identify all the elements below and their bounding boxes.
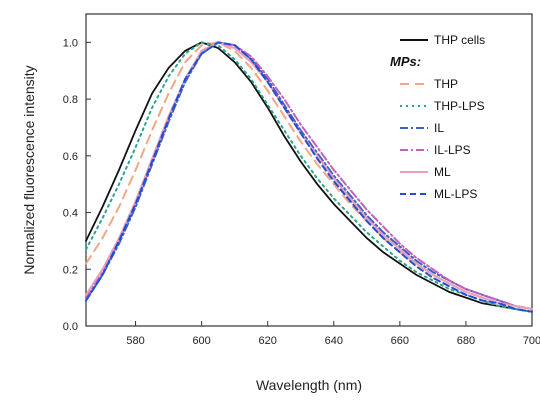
y-tick-label: 1.0 <box>63 37 78 49</box>
y-tick-label: 0.0 <box>63 321 78 333</box>
series-line-ml-lps <box>85 41 533 313</box>
series-line-thp-cells <box>85 41 533 313</box>
plot-area <box>85 13 533 327</box>
legend-label: THP-LPS <box>434 99 485 113</box>
x-tick-label: 700 <box>523 335 540 347</box>
series-line-thp-lps <box>85 41 533 313</box>
x-tick-label: 600 <box>192 335 210 347</box>
series-line-ml <box>85 41 533 310</box>
x-tick-label: 580 <box>126 335 144 347</box>
series-line-il <box>85 41 533 310</box>
x-axis-label: Wavelength (nm) <box>256 377 362 393</box>
y-tick-label: 0.8 <box>63 94 78 106</box>
legend-label: THP cells <box>434 33 485 47</box>
x-tick-label: 620 <box>259 335 277 347</box>
x-tick-label: 680 <box>457 335 475 347</box>
legend-group-title: MPs: <box>390 54 421 69</box>
legend: THP cells MPs: THP THP-LPS IL IL-LPS ML ML-LPS <box>390 33 485 201</box>
series-lines <box>85 41 533 313</box>
y-tick-label: 0.6 <box>63 151 78 163</box>
axis-ticks: 580 600 620 640 660 680 700 0.0 0.2 0.4 0.6 0.8 1.0 <box>63 37 540 347</box>
legend-label: ML-LPS <box>434 187 477 201</box>
x-tick-label: 640 <box>325 335 343 347</box>
legend-label: IL-LPS <box>434 143 471 157</box>
y-axis-label: Normalized fluorescence intensity <box>21 65 37 274</box>
legend-label: IL <box>434 121 444 135</box>
series-line-thp <box>85 41 533 310</box>
y-tick-label: 0.2 <box>63 264 78 276</box>
x-tick-label: 660 <box>391 335 409 347</box>
y-tick-label: 0.4 <box>63 208 78 220</box>
series-line-il-lps <box>85 41 533 310</box>
legend-label: THP <box>434 77 458 91</box>
legend-label: ML <box>434 165 451 179</box>
